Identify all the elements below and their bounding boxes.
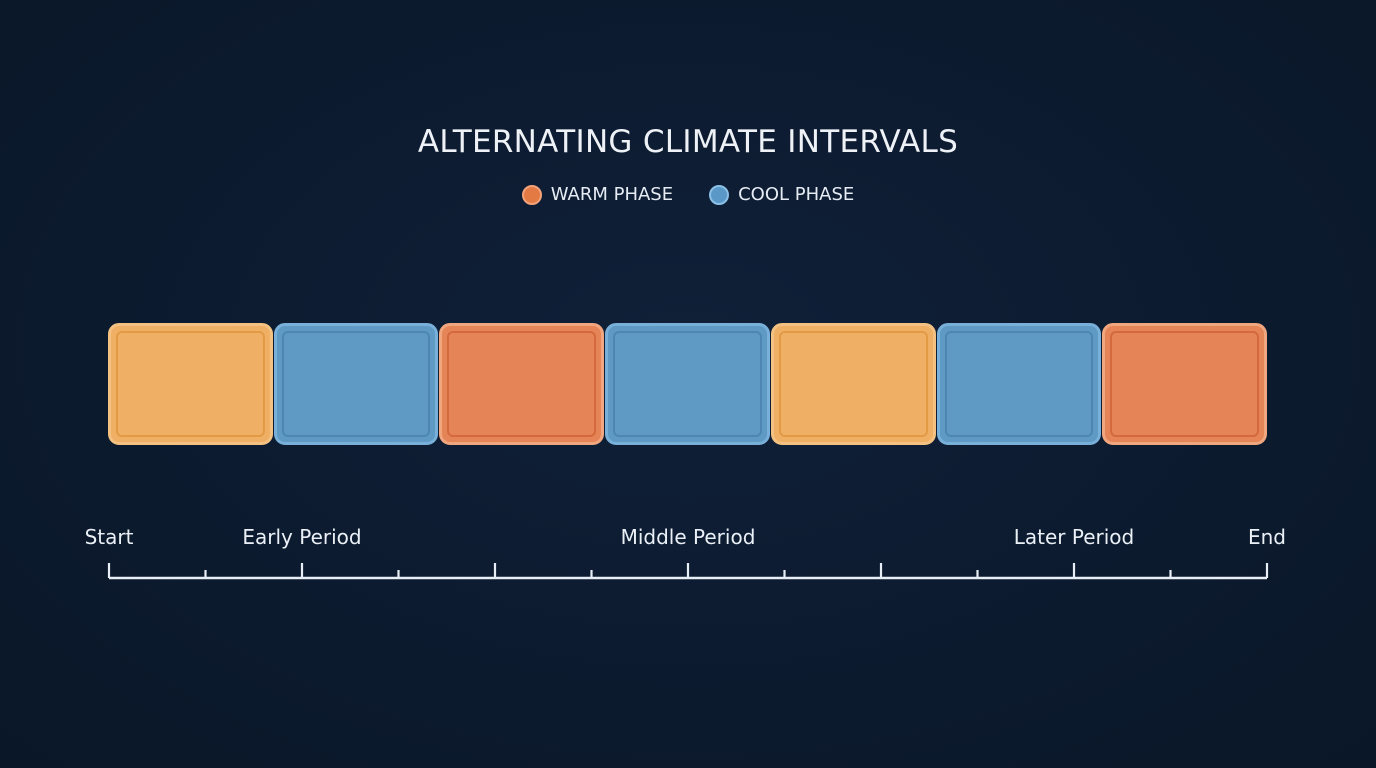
phase-block-cool bbox=[273, 323, 439, 445]
diagram-title: ALTERNATING CLIMATE INTERVALS bbox=[417, 124, 959, 160]
axis-label: Middle Period bbox=[620, 525, 756, 549]
phase-block-cool bbox=[936, 323, 1102, 445]
phase-block-warm bbox=[770, 323, 936, 445]
phase-block-inner bbox=[116, 331, 265, 437]
phase-block-inner bbox=[447, 331, 597, 437]
phase-block-warm bbox=[439, 323, 605, 445]
phase-block-inner bbox=[944, 331, 1094, 437]
phase-block-cool bbox=[605, 323, 770, 445]
legend-label: WARM PHASE bbox=[550, 184, 674, 205]
axis-label: Early Period bbox=[242, 525, 362, 549]
phase-block-warm bbox=[1102, 323, 1267, 445]
legend-item-warm: WARM PHASE bbox=[521, 184, 674, 205]
axis-label: Start bbox=[84, 525, 134, 549]
legend-label: COOL PHASE bbox=[738, 184, 855, 205]
legend-item-cool: COOL PHASE bbox=[709, 184, 854, 205]
phase-block-inner bbox=[778, 331, 928, 437]
axis-label: Later Period bbox=[1013, 525, 1135, 549]
cool-phase-dot-icon bbox=[709, 184, 730, 205]
legend: WARM PHASE COOL PHASE bbox=[0, 184, 1376, 205]
phase-block-inner bbox=[281, 331, 431, 437]
phase-strip bbox=[108, 323, 1268, 445]
phase-block-warm bbox=[108, 323, 273, 445]
phase-block-inner bbox=[1110, 331, 1259, 437]
phase-block-inner bbox=[613, 331, 762, 437]
axis-label: End bbox=[1247, 525, 1287, 549]
warm-phase-dot-icon bbox=[521, 184, 542, 205]
timeline-axis bbox=[107, 563, 1269, 580]
